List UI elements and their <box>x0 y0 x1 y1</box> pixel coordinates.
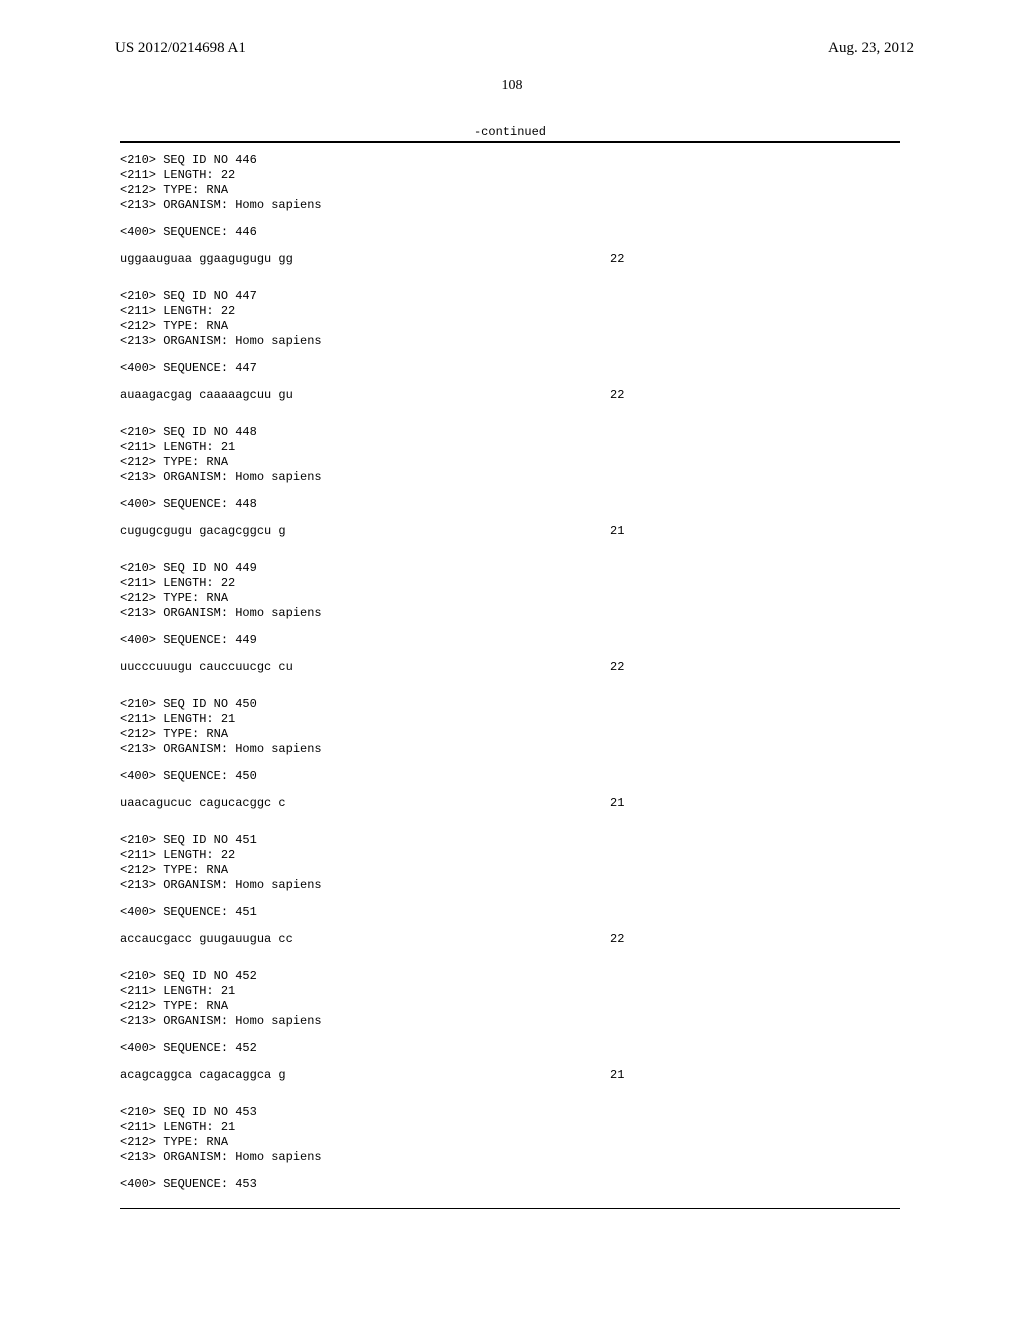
sequence-line: auaagacgag caaaaagcuu gu 22 <box>120 388 900 403</box>
sequence-header: <210> SEQ ID NO 450 <211> LENGTH: 21 <21… <box>120 697 900 757</box>
sequence-block: <210> SEQ ID NO 451 <211> LENGTH: 22 <21… <box>120 833 900 947</box>
page-header: US 2012/0214698 A1 Aug. 23, 2012 <box>0 40 1024 80</box>
sequence-block: <210> SEQ ID NO 447 <211> LENGTH: 22 <21… <box>120 289 900 403</box>
sequence-block: <210> SEQ ID NO 452 <211> LENGTH: 21 <21… <box>120 969 900 1083</box>
sequence-text: uggaauguaa ggaagugugu gg <box>120 252 293 266</box>
sequence-label: <400> SEQUENCE: 451 <box>120 905 900 920</box>
sequence-label: <400> SEQUENCE: 447 <box>120 361 900 376</box>
sequence-block: <210> SEQ ID NO 450 <211> LENGTH: 21 <21… <box>120 697 900 811</box>
sequence-text: uucccuuugu cauccuucgc cu <box>120 660 293 674</box>
continued-label: -continued <box>120 125 900 139</box>
sequence-length-value: 21 <box>610 796 624 811</box>
sequence-label: <400> SEQUENCE: 449 <box>120 633 900 648</box>
sequence-line: uggaauguaa ggaagugugu gg 22 <box>120 252 900 267</box>
sequence-line: uaacagucuc cagucacggc c 21 <box>120 796 900 811</box>
publication-number: US 2012/0214698 A1 <box>115 40 246 57</box>
sequence-header: <210> SEQ ID NO 452 <211> LENGTH: 21 <21… <box>120 969 900 1029</box>
sequence-block: <210> SEQ ID NO 446 <211> LENGTH: 22 <21… <box>120 153 900 267</box>
sequence-text: acagcaggca cagacaggca g <box>120 1068 286 1082</box>
sequence-label: <400> SEQUENCE: 448 <box>120 497 900 512</box>
publication-date: Aug. 23, 2012 <box>828 40 914 57</box>
sequence-line: cugugcgugu gacagcggcu g 21 <box>120 524 900 539</box>
sequence-line: acagcaggca cagacaggca g 21 <box>120 1068 900 1083</box>
sequence-length-value: 22 <box>610 660 624 675</box>
top-divider <box>120 141 900 143</box>
sequence-block: <210> SEQ ID NO 453 <211> LENGTH: 21 <21… <box>120 1105 900 1192</box>
sequence-text: cugugcgugu gacagcggcu g <box>120 524 286 538</box>
sequence-block: <210> SEQ ID NO 449 <211> LENGTH: 22 <21… <box>120 561 900 675</box>
sequence-length-value: 22 <box>610 388 624 403</box>
sequence-label: <400> SEQUENCE: 453 <box>120 1177 900 1192</box>
sequence-line: accaucgacc guugauugua cc 22 <box>120 932 900 947</box>
sequence-length-value: 21 <box>610 524 624 539</box>
sequence-header: <210> SEQ ID NO 448 <211> LENGTH: 21 <21… <box>120 425 900 485</box>
sequence-line: uucccuuugu cauccuucgc cu 22 <box>120 660 900 675</box>
sequence-text: accaucgacc guugauugua cc <box>120 932 293 946</box>
bottom-divider <box>120 1208 900 1209</box>
sequence-header: <210> SEQ ID NO 447 <211> LENGTH: 22 <21… <box>120 289 900 349</box>
sequence-block: <210> SEQ ID NO 448 <211> LENGTH: 21 <21… <box>120 425 900 539</box>
sequence-header: <210> SEQ ID NO 453 <211> LENGTH: 21 <21… <box>120 1105 900 1165</box>
sequence-header: <210> SEQ ID NO 449 <211> LENGTH: 22 <21… <box>120 561 900 621</box>
sequence-label: <400> SEQUENCE: 446 <box>120 225 900 240</box>
sequence-text: uaacagucuc cagucacggc c <box>120 796 286 810</box>
sequence-length-value: 22 <box>610 932 624 947</box>
page-number: 108 <box>0 78 1024 94</box>
sequence-label: <400> SEQUENCE: 450 <box>120 769 900 784</box>
sequence-text: auaagacgag caaaaagcuu gu <box>120 388 293 402</box>
sequence-label: <400> SEQUENCE: 452 <box>120 1041 900 1056</box>
sequence-header: <210> SEQ ID NO 451 <211> LENGTH: 22 <21… <box>120 833 900 893</box>
sequences-container: <210> SEQ ID NO 446 <211> LENGTH: 22 <21… <box>120 153 900 1192</box>
sequence-header: <210> SEQ ID NO 446 <211> LENGTH: 22 <21… <box>120 153 900 213</box>
content-area: -continued <210> SEQ ID NO 446 <211> LEN… <box>120 125 900 1209</box>
sequence-length-value: 21 <box>610 1068 624 1083</box>
sequence-length-value: 22 <box>610 252 624 267</box>
